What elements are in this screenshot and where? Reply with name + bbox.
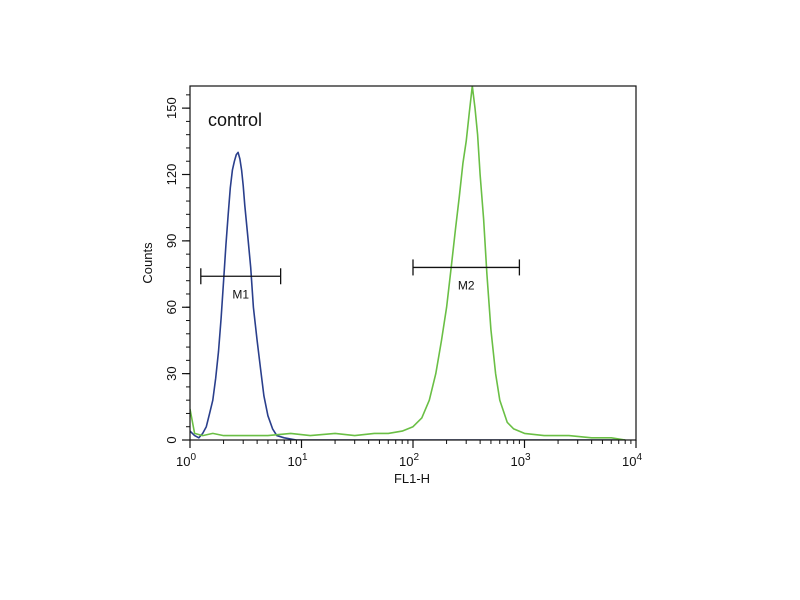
marker-m1: M1 (200, 268, 282, 301)
marker-label: M2 (458, 278, 475, 292)
x-axis: 100 101 102 103 104 (176, 440, 642, 469)
y-tick-label: 150 (164, 97, 179, 119)
marker-label: M1 (232, 287, 249, 301)
x-tick-label: 102 (399, 452, 419, 469)
x-tick-label: 100 (176, 452, 196, 469)
x-tick-label: 103 (510, 452, 530, 469)
y-axis-title: Counts (140, 242, 155, 284)
x-tick-label: 104 (622, 452, 642, 469)
marker-layer: M1 M2 (200, 259, 521, 301)
y-tick-label: 30 (164, 366, 179, 380)
series-line-2 (190, 86, 626, 440)
annotation-text: control (208, 110, 262, 130)
x-tick-label: 101 (287, 452, 307, 469)
series-layer (190, 86, 626, 440)
y-tick-label: 0 (164, 436, 179, 443)
series-line-1 (190, 151, 626, 440)
y-axis: 0 30 60 90 120 150 (164, 94, 190, 444)
x-axis-title: FL1-H (394, 471, 430, 486)
marker-m2: M2 (412, 259, 521, 292)
y-tick-label: 60 (164, 300, 179, 314)
y-tick-label: 120 (164, 164, 179, 186)
y-tick-label: 90 (164, 234, 179, 248)
